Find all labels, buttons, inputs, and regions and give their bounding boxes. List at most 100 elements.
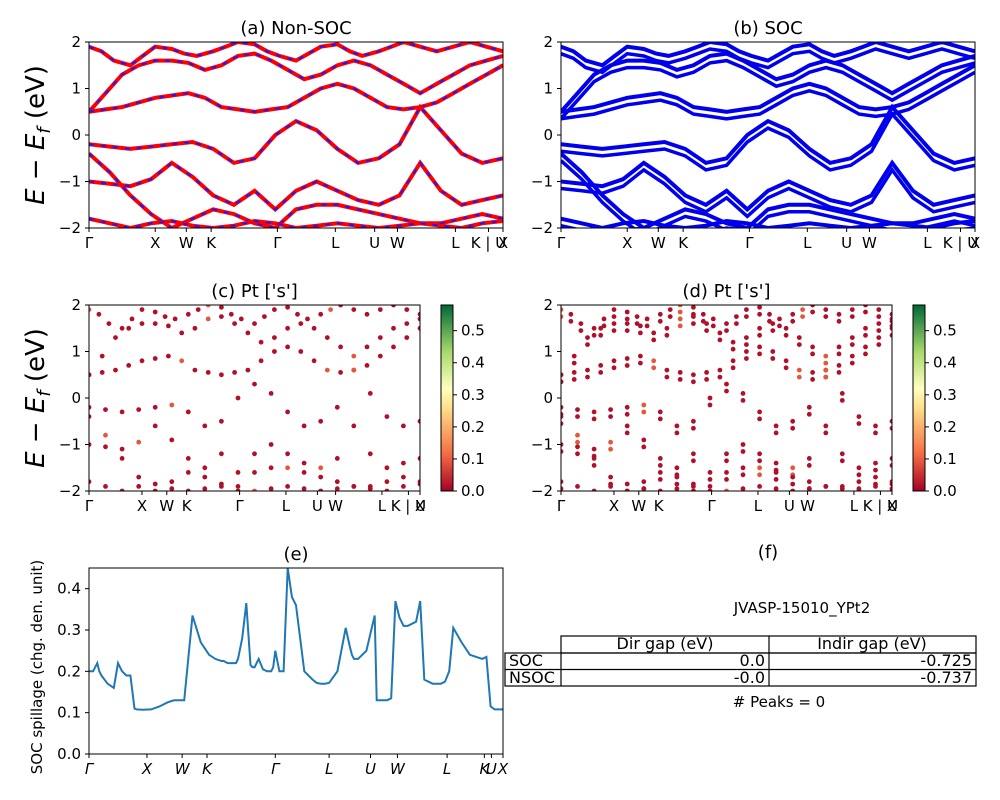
band-point-d-5-7	[674, 474, 680, 480]
band-point-c-0-7	[162, 314, 168, 319]
ytick-label-b: 0	[543, 126, 553, 144]
band-point-split-d-1-7	[651, 337, 657, 343]
band-point-c-2-25	[417, 325, 420, 331]
band-point-d-2-1	[571, 370, 577, 375]
band-point-c-4-15	[334, 456, 340, 461]
band-point-c-1-3	[126, 325, 132, 331]
band-point-split-d-3-6	[657, 416, 663, 422]
band-point-c-3-20	[417, 418, 420, 424]
band-point-d-0-26	[849, 307, 855, 312]
band-point-split-d-3-19	[873, 430, 878, 436]
band-point-split-d-0-15	[724, 328, 729, 333]
band-point-d-0-24	[823, 307, 829, 312]
band-point-c-1-5	[152, 321, 158, 326]
band-point-c-1-22	[377, 335, 383, 340]
band-point-split-d-4-8	[691, 458, 696, 464]
band-point-split-d-2-22	[849, 360, 855, 366]
band-point-d-1-13	[730, 339, 736, 345]
band-point-d-2-15	[757, 344, 762, 350]
band-point-c-3-15	[334, 404, 340, 410]
band-point-c-0-1	[96, 311, 102, 317]
band-point-split-d-0-27	[863, 309, 868, 315]
ytick-label-c: 0	[71, 389, 81, 407]
band-point-d-1-8	[664, 325, 670, 331]
table-row-label-nsoc: NSOC	[509, 668, 555, 687]
band-point-d-1-6	[638, 323, 643, 329]
band-point-c-3-2	[119, 409, 125, 415]
band-point-c-1-12	[245, 330, 251, 336]
band-point-d-3-4	[624, 404, 630, 410]
band-point-d-6-5	[641, 486, 647, 491]
band-point-split-d-1-10	[691, 321, 696, 326]
band-point-split-d-2-7	[651, 365, 657, 371]
band-point-c-1-23	[391, 325, 396, 331]
band-point-split-d-3-17	[839, 398, 845, 403]
band-point-d-5-14	[790, 474, 796, 480]
xtick-label-d: W	[631, 497, 646, 515]
band-point-d-4-9	[707, 470, 713, 475]
panel-title-e: (e)	[283, 544, 308, 565]
band-point-c-6-14	[318, 488, 324, 491]
band-point-split-d-4-19	[873, 467, 878, 473]
colorbar-tick-label-c: 0.5	[461, 322, 485, 340]
xtick-label-b: Γ	[557, 234, 566, 252]
band-point-split-d-1-4	[611, 328, 617, 333]
band-point-d-5-5	[641, 479, 647, 485]
band-point-split-d-4-16	[823, 430, 829, 436]
band-point-c-1-17	[311, 325, 317, 331]
band-point-d-2-17	[783, 358, 789, 364]
band-point-c-5-15	[334, 479, 340, 485]
band-point-split-d-5-7	[674, 481, 680, 487]
ytick-label-a: 2	[71, 33, 81, 51]
band-point-c-6-16	[351, 484, 357, 489]
band-point-c-3-13	[301, 423, 307, 429]
axes-frame-e	[88, 567, 504, 755]
band-point-c-1-2	[113, 335, 118, 340]
band-point-d-6-10	[724, 488, 729, 491]
band-point-d-5-11	[740, 465, 746, 471]
band-point-split-d-1-18	[796, 342, 802, 347]
band-line-split-b-0	[561, 47, 975, 75]
xtick-label-c: K | U	[391, 497, 426, 515]
band-point-split-d-2-14	[744, 356, 749, 361]
band-point-split-d-1-22	[849, 342, 855, 347]
xtick-label-e: Γ	[271, 760, 281, 778]
band-point-split-d-3-5	[641, 409, 647, 415]
colorbar-tick-label-c: 0.4	[461, 354, 485, 372]
band-point-d-4-12	[757, 451, 762, 457]
band-point-c-5-7	[202, 474, 208, 480]
band-point-d-4-20	[889, 456, 892, 461]
band-point-d-2-8	[664, 367, 670, 373]
ytick-label-b: 2	[543, 33, 553, 51]
band-point-c-1-11	[232, 321, 238, 326]
band-point-c-1-6	[166, 323, 171, 329]
band-point-split-d-0-21	[790, 318, 796, 324]
band-point-d-4-4	[624, 423, 630, 429]
band-point-c-3-10	[252, 381, 257, 387]
band-point-d-6-2	[591, 488, 597, 491]
band-point-split-d-3-14	[790, 425, 796, 431]
band-point-split-d-4-10	[724, 458, 729, 464]
band-point-c-1-4	[139, 321, 145, 326]
band-point-d-2-4	[611, 358, 617, 364]
band-point-split-d-2-6	[638, 360, 643, 366]
band-point-split-d-3-2	[591, 416, 597, 422]
band-point-c-2-14	[272, 349, 277, 354]
band-point-split-d-0-18	[757, 311, 762, 317]
band-point-d-3-16	[823, 367, 829, 373]
band-point-c-2-21	[364, 363, 370, 368]
band-point-split-d-2-3	[598, 370, 604, 375]
band-point-d-6-1	[575, 484, 580, 489]
band-point-split-d-0-2	[578, 328, 584, 333]
band-point-split-d-1-15	[757, 332, 762, 338]
ytick-label-a: 1	[71, 80, 81, 98]
band-point-d-4-15	[806, 456, 812, 461]
xtick-label-c: K	[182, 497, 193, 515]
band-point-split-d-2-8	[664, 374, 670, 380]
band-point-c-1-19	[338, 344, 343, 350]
band-point-c-1-16	[298, 321, 304, 326]
band-point-d-0-6	[624, 309, 630, 315]
band-point-c-2-0	[89, 372, 92, 378]
band-point-c-2-19	[338, 370, 343, 375]
